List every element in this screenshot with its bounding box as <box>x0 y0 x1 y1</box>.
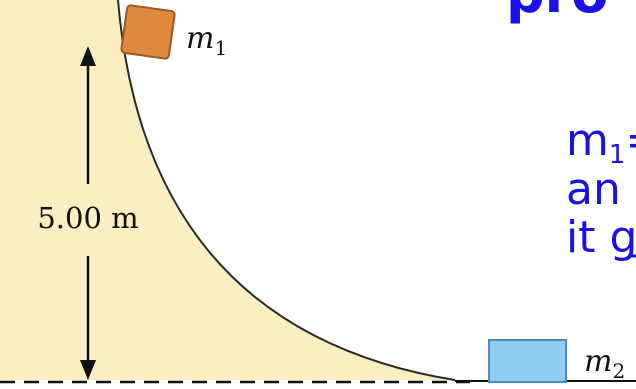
mass1-label: m1 <box>186 21 227 60</box>
block-m2 <box>488 339 567 383</box>
block-m1 <box>120 4 176 60</box>
height-arrow <box>80 46 96 380</box>
arrow-head-down <box>80 360 96 380</box>
slide-text-line2: an <box>566 164 621 215</box>
curved-ramp <box>0 0 455 380</box>
height-label: 5.00 m <box>37 201 138 235</box>
arrow-head-up <box>80 46 96 66</box>
ramp-surface-curve <box>117 0 456 381</box>
slide-text-top: pro <box>506 0 608 25</box>
mass2-label: m2 <box>584 344 625 383</box>
slide-text-line1: m1= <box>566 115 636 170</box>
slide-text-line3: it g <box>566 212 636 263</box>
